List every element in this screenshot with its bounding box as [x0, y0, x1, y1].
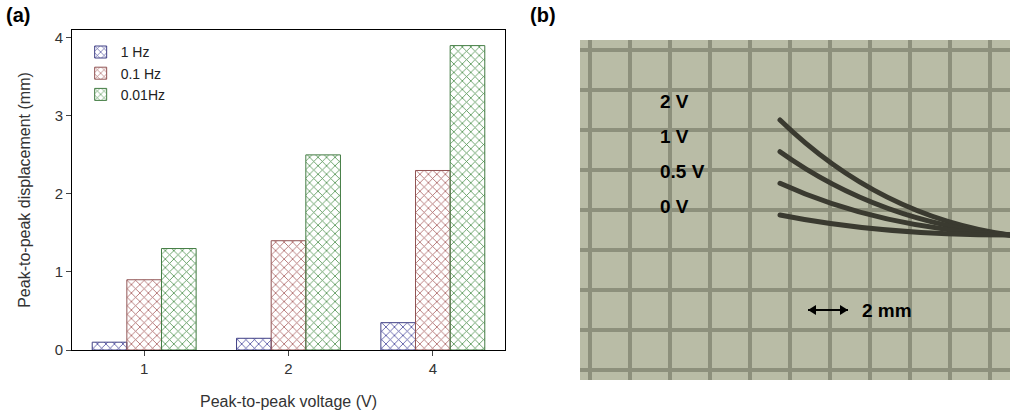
svg-text:4: 4 — [55, 29, 63, 46]
svg-text:2: 2 — [55, 185, 63, 202]
svg-text:3: 3 — [55, 107, 63, 124]
svg-text:4: 4 — [429, 360, 437, 377]
html-text:(b): (b) — [530, 4, 556, 26]
svg-text:1 Hz: 1 Hz — [121, 44, 150, 60]
svg-text:1: 1 — [140, 360, 148, 377]
svg-text:1 V: 1 V — [660, 126, 689, 147]
svg-text:Peak-to-peak displacement (mm): Peak-to-peak displacement (mm) — [16, 72, 33, 308]
svg-text:0.01Hz: 0.01Hz — [121, 87, 165, 103]
svg-text:Peak-to-peak voltage (V): Peak-to-peak voltage (V) — [200, 393, 377, 410]
svg-text:1: 1 — [55, 263, 63, 280]
svg-text:0.5 V: 0.5 V — [660, 161, 705, 182]
svg-text:0 V: 0 V — [660, 196, 689, 217]
svg-text:2 mm: 2 mm — [862, 300, 912, 321]
svg-text:2: 2 — [284, 360, 292, 377]
html-text:(a): (a) — [6, 4, 31, 26]
svg-text:0.1 Hz: 0.1 Hz — [121, 66, 161, 82]
svg-text:0: 0 — [55, 341, 63, 358]
svg-text:2 V: 2 V — [660, 91, 689, 112]
